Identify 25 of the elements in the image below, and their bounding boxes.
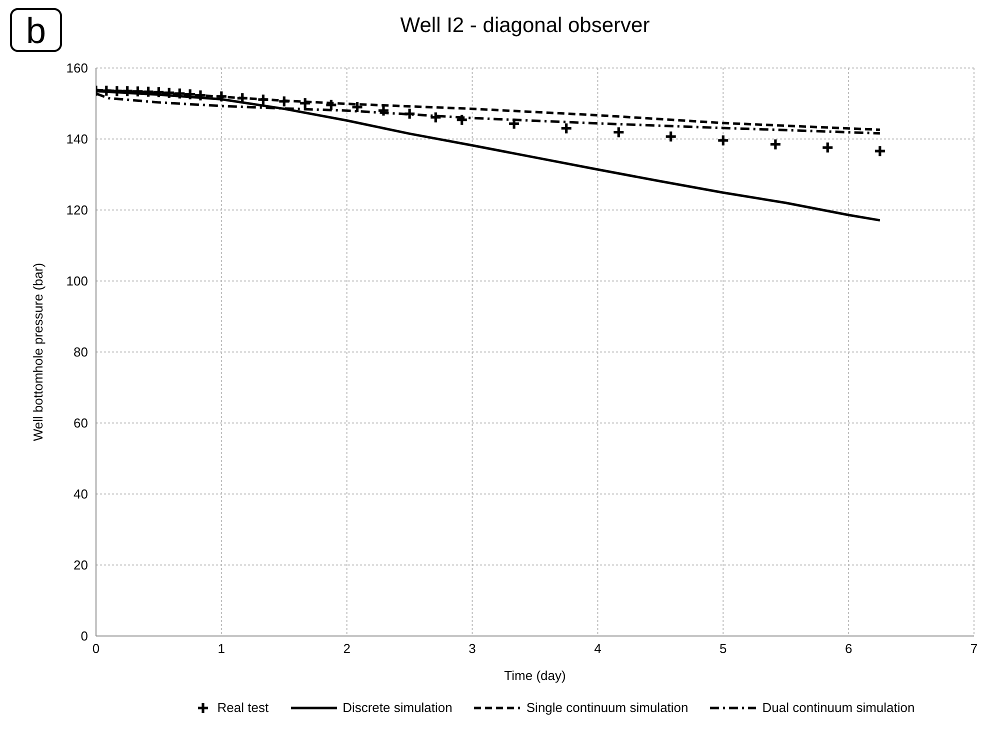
y-tick-label: 160 [66,60,88,76]
legend-label: Real test [217,700,269,715]
x-tick-label: 6 [844,641,852,656]
legend-label: Dual continuum simulation [762,700,915,715]
y-tick-label: 40 [74,486,88,502]
y-tick-label: 140 [66,132,88,147]
x-tick-label: 1 [218,641,226,656]
y-tick-label: 120 [66,202,88,218]
chart-title: Well I2 - diagonal observer [400,14,650,37]
text: b [10,8,62,52]
y-tick-label: 0 [80,628,88,644]
y-tick-label: 80 [74,344,88,360]
x-tick-label: 7 [970,641,978,656]
y-tick-label: 100 [66,274,88,289]
y-axis-title: Well bottomhole pressure (bar) [30,262,46,442]
x-tick-label: 3 [468,641,476,656]
legend-label: Single continuum simulation [526,700,688,715]
x-tick-label: 5 [720,641,727,656]
legend-label: Discrete simulation [342,700,452,715]
x-tick-label: 0 [92,641,100,656]
x-axis-title: Time (day) [504,668,566,683]
y-tick-label: 20 [74,558,88,573]
x-tick-label: 4 [594,641,602,656]
y-tick-label: 60 [74,416,88,431]
x-tick-label: 2 [343,641,350,656]
